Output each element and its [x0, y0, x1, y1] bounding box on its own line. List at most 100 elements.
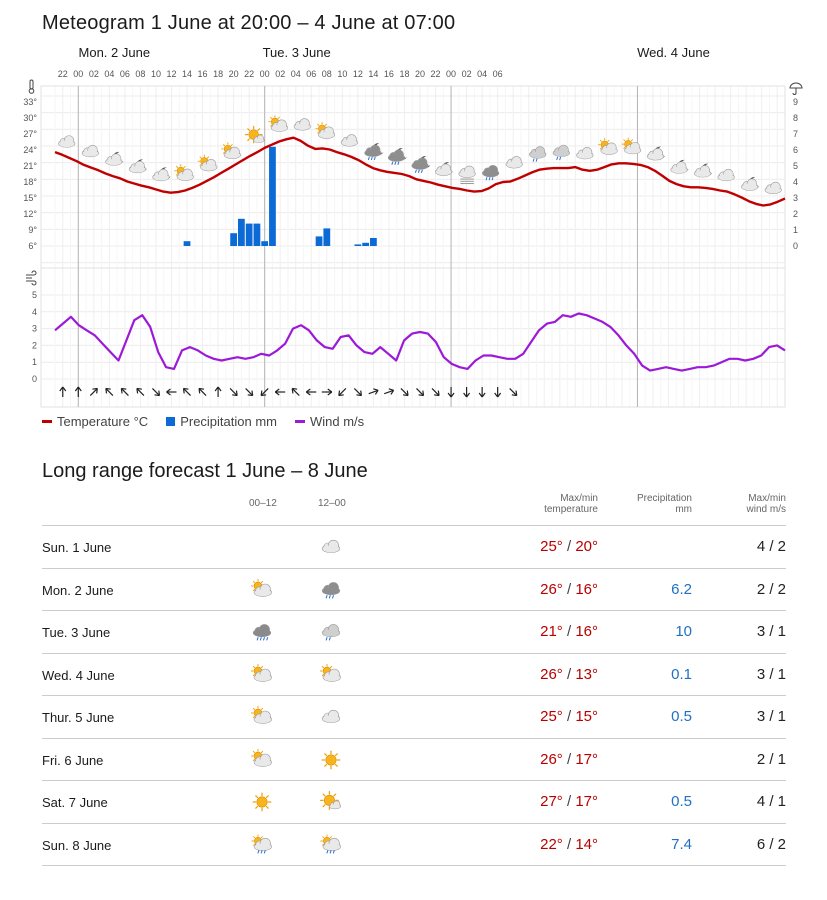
wind-value: 2 / 2: [756, 580, 786, 598]
meteogram-title: Meteogram 1 June at 20:00 – 4 June at 07…: [42, 12, 456, 34]
precip-bar: [238, 218, 245, 246]
fog-icon: [458, 165, 476, 185]
wind-arrow-icon: [353, 388, 363, 397]
wind-arrow-icon: [136, 387, 145, 396]
thermometer-icon: [28, 79, 35, 94]
temp-tick: 9°: [28, 225, 37, 235]
hour-label: 22: [431, 69, 441, 79]
fair-icon: [244, 125, 265, 144]
precip-bar: [315, 236, 323, 246]
chart-grid: [40, 85, 786, 408]
temp-tick: 21°: [23, 161, 37, 171]
precip-tick: 4: [793, 177, 798, 187]
day-label: Wed. 4 June: [637, 45, 710, 60]
temp-max-min: 26° / 16°: [540, 580, 598, 598]
forecast-row: Mon. 2 June 26° / 16° 6.2 2 / 2: [42, 567, 786, 611]
wind-arrow-icon: [245, 388, 254, 397]
precip-bar: [253, 223, 261, 246]
night-cloud-icon: [128, 159, 148, 174]
hour-label: 06: [306, 69, 316, 79]
precipitation-value: 0.5: [671, 793, 692, 810]
hour-label: 12: [166, 69, 176, 79]
night-cloud-icon: [152, 167, 171, 182]
sun-icon: [252, 792, 272, 812]
hour-label: 12: [353, 69, 363, 79]
day-label: Tue. 3 June: [263, 45, 331, 60]
hour-label: 22: [244, 69, 254, 79]
partly-cloudy-icon: [250, 663, 272, 682]
legend-temperature: Temperature °C: [42, 414, 148, 429]
cloudy-icon: [58, 135, 76, 148]
hour-label: 00: [446, 69, 456, 79]
partly-cloudy-icon: [250, 748, 272, 767]
hour-label: 18: [399, 69, 409, 79]
partly-cloudy-icon: [319, 663, 341, 682]
temperature-line: [54, 136, 786, 207]
temp-tick: 15°: [23, 193, 37, 203]
precip-bar: [354, 244, 362, 246]
forecast-day: Fri. 6 June: [42, 752, 104, 768]
partly-cloudy-icon: [174, 164, 194, 181]
partly-cloudy-icon: [197, 154, 218, 172]
night-cloud-icon: [694, 163, 713, 178]
temp-max-min: 26° / 17°: [540, 750, 598, 768]
forecast-day: Sun. 1 June: [42, 540, 112, 555]
partly-cloudy-icon: [621, 137, 642, 155]
light-rain-icon: [321, 624, 341, 641]
wind-arrow-icon: [182, 387, 191, 396]
header-temperature: Max/min temperature: [544, 493, 598, 515]
forecast-title: Long range forecast 1 June – 8 June: [42, 460, 368, 482]
forecast-day: Thur. 5 June: [42, 710, 115, 725]
night-rain-icon: [411, 155, 431, 173]
precip-bar: [370, 238, 377, 246]
cloudy-icon: [321, 539, 341, 553]
hour-label: 00: [260, 69, 270, 79]
wind-arrow-icon: [214, 386, 222, 397]
wind-tick: 1: [32, 357, 37, 367]
day-label: Mon. 2 June: [79, 45, 151, 60]
wind-icon: [26, 270, 37, 286]
cloudy-icon: [717, 168, 735, 182]
precip-tick: 7: [793, 129, 798, 139]
precip-bar: [269, 146, 276, 246]
forecast-rows: Sun. 1 June 25° / 20° 4 / 2 Mon. 2 June …: [42, 525, 786, 866]
wind-arrow-icon: [416, 388, 425, 397]
header-wind: Max/min wind m/s: [746, 493, 786, 515]
cloudy-icon: [576, 147, 594, 160]
header-day: 12–00: [318, 498, 346, 509]
hour-label: 20: [415, 69, 425, 79]
precip-bar: [183, 241, 191, 246]
wind-arrow-icon: [509, 388, 518, 397]
wind-arrow-icon: [400, 388, 409, 397]
cloudy-icon: [340, 134, 358, 147]
wind-tick: 5: [32, 290, 37, 300]
cloudy-icon: [81, 144, 99, 158]
wind-arrow-icon: [463, 387, 471, 398]
temp-max-min: 25° / 20°: [540, 538, 598, 555]
wind-arrow-icon: [74, 386, 82, 397]
temp-tick: 12°: [23, 209, 37, 219]
precip-tick: 2: [793, 209, 798, 219]
night-rain-icon: [364, 143, 384, 161]
precipitation-value: 0.5: [671, 708, 692, 725]
hour-label: 10: [337, 69, 347, 79]
wind-arrow-icon: [120, 387, 129, 396]
precip-bar: [230, 233, 237, 246]
temp-max-min: 21° / 16°: [540, 623, 598, 640]
hour-label: 22: [58, 69, 68, 79]
precip-tick: 0: [793, 241, 798, 251]
night-cloud-icon: [670, 159, 689, 174]
forecast-day: Sun. 8 June: [42, 837, 112, 853]
hour-label: 00: [73, 69, 83, 79]
forecast-day: Tue. 3 June: [42, 625, 111, 640]
header-night: 00–12: [249, 498, 277, 509]
precip-bar: [362, 242, 370, 246]
forecast-row: Wed. 4 June 26° / 13° 0.1 3 / 1: [42, 652, 786, 696]
forecast-row: Fri. 6 June 26° / 17° 2 / 1: [42, 737, 786, 781]
temp-tick: 6°: [28, 241, 37, 251]
temp-max-min: 25° / 15°: [540, 708, 598, 725]
precip-tick: 9: [793, 97, 798, 107]
wind-value: 4 / 1: [756, 793, 786, 810]
forecast-row: Sat. 7 June 27° / 17° 0.5 4 / 1: [42, 780, 786, 823]
weather-symbols: [58, 115, 782, 194]
